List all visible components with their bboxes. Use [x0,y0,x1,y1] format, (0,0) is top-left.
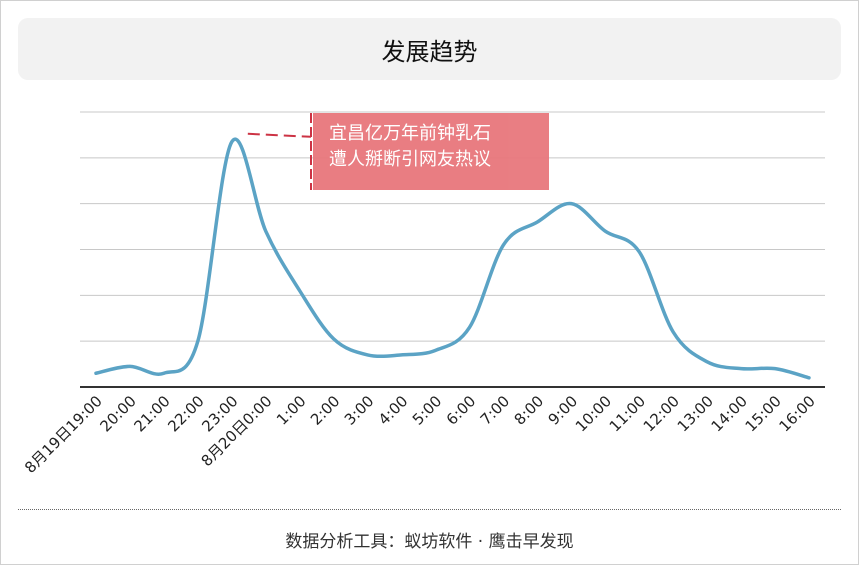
annotation-line-1: 宜昌亿万年前钟乳石 [329,123,491,144]
annotation-line-2: 遭人掰断引网友热议 [329,149,491,170]
x-tick-label: 10:00 [572,392,615,435]
x-tick-label: 11:00 [606,392,649,435]
title-bar: 发展趋势 [18,18,841,80]
x-tick-label: 7:00 [477,392,514,429]
x-tick-label: 8:00 [511,392,548,429]
x-tick-label: 6:00 [443,392,480,429]
x-tick-label: 15:00 [742,392,785,435]
x-tick-label: 1:00 [273,392,310,429]
footer-divider [18,509,841,510]
annotation-leader [247,132,312,138]
x-tick-label: 14:00 [708,392,751,435]
x-tick-label: 3:00 [341,392,378,429]
x-tick-label: 20:00 [96,392,139,435]
x-tick-label: 2:00 [307,392,344,429]
x-tick-label: 8月19日19:00 [21,392,106,477]
x-tick-label: 16:00 [776,392,819,435]
chart-title: 发展趋势 [381,37,478,66]
series-line [94,137,811,380]
x-tick-label: 12:00 [640,392,683,435]
x-tick-label: 13:00 [674,392,717,435]
x-tick-labels: 8月19日19:0020:0021:0022:0023:008月20日0:001… [21,392,819,477]
x-tick-label: 21:00 [130,392,173,435]
annotation-marker [247,113,312,190]
x-tick-label: 5:00 [409,392,446,429]
series-path [94,137,811,380]
x-tick-label: 4:00 [375,392,412,429]
line-chart: 8月19日19:0020:0021:0022:0023:008月20日0:001… [21,111,825,477]
annotation-box: 宜昌亿万年前钟乳石 遭人掰断引网友热议 [313,113,549,190]
x-tick-label: 22:00 [164,392,207,435]
footer-credit: 数据分析工具：蚁坊软件 · 鹰击早发现 [285,532,574,552]
